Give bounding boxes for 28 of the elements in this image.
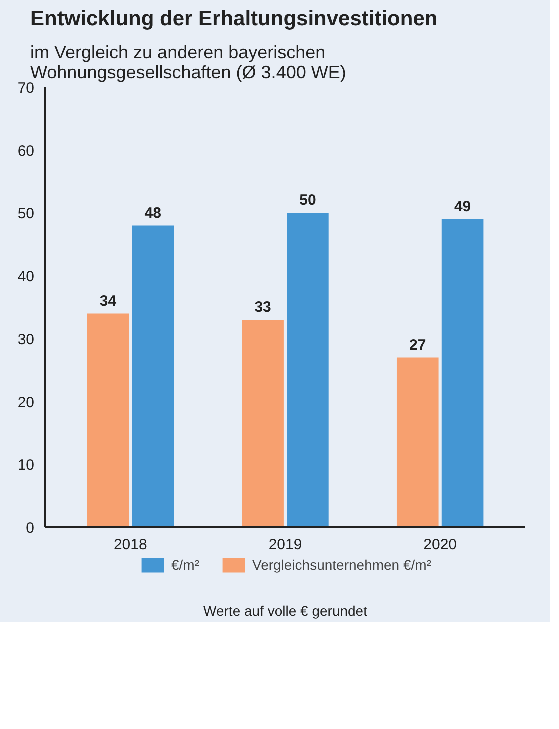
- data-label: 34: [100, 292, 118, 310]
- y-tick-label: 20: [18, 394, 35, 412]
- data-label: 33: [254, 299, 272, 316]
- bar: [442, 220, 484, 528]
- legend-label: €/m²: [172, 556, 200, 574]
- y-tick-label: 40: [18, 268, 35, 286]
- y-tick-label: 0: [26, 520, 34, 537]
- chart-title: Entwicklung der Erhaltungsinvestitionen: [30, 8, 438, 30]
- y-tick-label: 30: [18, 331, 35, 348]
- y-tick-label: 60: [18, 142, 35, 160]
- data-label: 48: [144, 204, 162, 222]
- x-tick-label: 2018: [114, 536, 148, 554]
- legend-label: Vergleichsunternehmen €/m²: [252, 556, 432, 574]
- bar: [87, 314, 130, 528]
- data-label: 50: [300, 192, 316, 210]
- data-label: 27: [410, 336, 426, 354]
- bar: [242, 320, 284, 528]
- bar: [132, 226, 174, 528]
- chart-subtitle: im Vergleich zu anderen bayerischen Wohnungsgesellschaften (Ø 3.400 WE): [30, 42, 346, 82]
- text: Werte auf volle € gerundet: [204, 603, 368, 619]
- data-label: 49: [454, 198, 472, 216]
- bar: [287, 213, 329, 528]
- bar: [396, 358, 439, 528]
- x-tick-label: 2020: [424, 536, 458, 554]
- x-tick-label: 2019: [268, 536, 302, 554]
- y-tick-label: 10: [18, 457, 35, 474]
- y-tick-label: 70: [18, 80, 35, 97]
- y-tick-label: 50: [18, 206, 35, 223]
